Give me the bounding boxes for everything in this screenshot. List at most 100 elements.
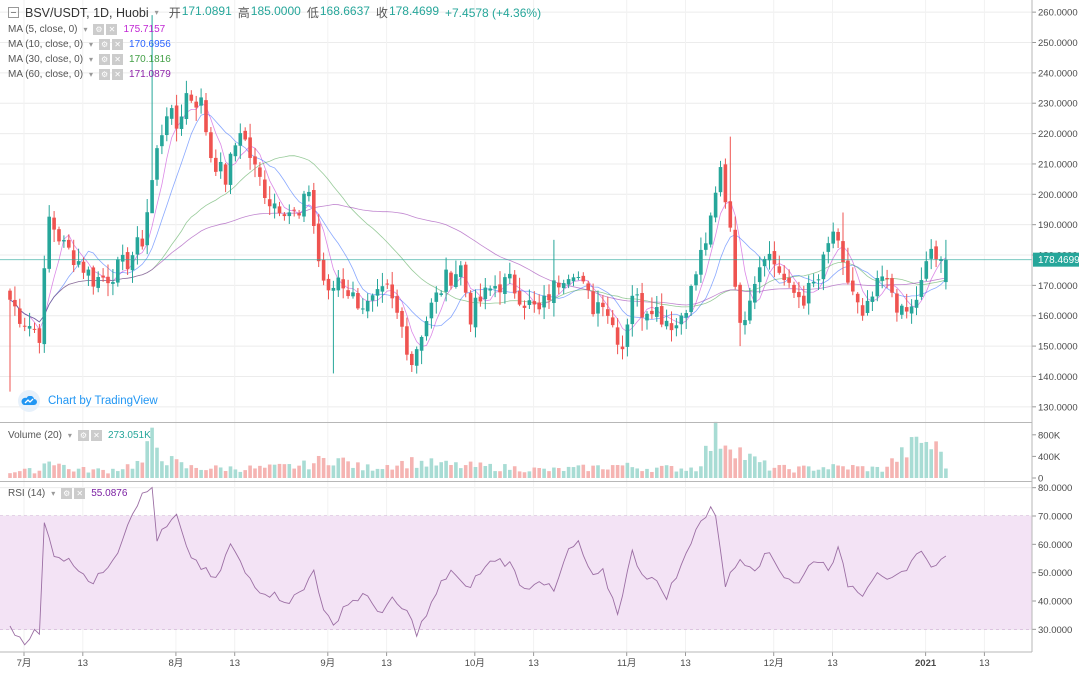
volume-legend[interactable]: Volume (20) ▾ ⚙ ✕ 273.051K bbox=[8, 430, 151, 441]
volume-bar bbox=[895, 461, 899, 478]
volume-label[interactable]: Volume (20) bbox=[8, 430, 62, 441]
settings-icon[interactable]: ⚙ bbox=[99, 69, 111, 80]
candle-body bbox=[81, 261, 86, 273]
candle-body bbox=[713, 192, 718, 218]
candle-body bbox=[655, 307, 659, 317]
rsi-tick-label: 40.0000 bbox=[1038, 597, 1072, 608]
candle-body bbox=[547, 294, 551, 301]
volume-bar bbox=[527, 471, 532, 478]
ma10-legend[interactable]: MA (10, close, 0) ▾ ⚙ ✕ 170.6956 bbox=[8, 39, 171, 50]
time-tick-label: 13 bbox=[229, 658, 240, 669]
volume-bar bbox=[385, 465, 390, 478]
ma60-legend[interactable]: MA (60, close, 0) ▾ ⚙ ✕ 171.0879 bbox=[8, 69, 171, 80]
candle-body bbox=[787, 277, 791, 283]
settings-icon[interactable]: ⚙ bbox=[77, 430, 89, 441]
close-icon[interactable]: ✕ bbox=[112, 39, 124, 50]
candle-body bbox=[841, 241, 845, 262]
chevron-down-icon[interactable]: ▾ bbox=[51, 489, 56, 498]
volume-tick-label: 800K bbox=[1038, 430, 1061, 441]
ma30-legend[interactable]: MA (30, close, 0) ▾ ⚙ ✕ 170.1816 bbox=[8, 54, 171, 65]
chevron-down-icon[interactable]: ▾ bbox=[83, 25, 88, 34]
volume-bar bbox=[880, 471, 884, 478]
volume-bar bbox=[405, 468, 409, 478]
settings-icon[interactable]: ⚙ bbox=[93, 24, 105, 35]
candle-body bbox=[267, 199, 272, 207]
close-icon[interactable]: ✕ bbox=[106, 24, 118, 35]
time-tick-label: 13 bbox=[381, 658, 392, 669]
collapse-legend-button[interactable] bbox=[8, 7, 19, 18]
ma10-label[interactable]: MA (10, close, 0) bbox=[8, 39, 84, 50]
candle-body bbox=[42, 268, 47, 345]
close-icon[interactable]: ✕ bbox=[90, 430, 102, 441]
candle-body bbox=[155, 148, 159, 180]
candle-body bbox=[885, 278, 889, 280]
volume-bar bbox=[214, 465, 218, 478]
volume-bar bbox=[792, 472, 796, 478]
pane-divider-volume[interactable] bbox=[0, 422, 1032, 423]
candle-body bbox=[924, 261, 929, 279]
settings-icon[interactable]: ⚙ bbox=[61, 488, 73, 499]
candle-body bbox=[258, 167, 262, 177]
candle-body bbox=[385, 283, 390, 285]
volume-bar bbox=[76, 468, 81, 478]
candle-body bbox=[356, 292, 360, 309]
candle-body bbox=[243, 130, 247, 140]
candle-body bbox=[282, 214, 287, 217]
volume-bar bbox=[478, 462, 483, 478]
ma30-label[interactable]: MA (30, close, 0) bbox=[8, 54, 84, 65]
ma60-label[interactable]: MA (60, close, 0) bbox=[8, 69, 84, 80]
volume-bar bbox=[826, 469, 831, 478]
candle-body bbox=[106, 276, 110, 284]
candle-body bbox=[410, 353, 414, 366]
volume-histogram bbox=[8, 421, 948, 478]
price-tick-label: 130.0000 bbox=[1038, 402, 1078, 413]
volume-bar bbox=[659, 465, 664, 478]
volume-bar bbox=[71, 471, 76, 478]
candle-body bbox=[846, 260, 850, 283]
close-icon[interactable]: ✕ bbox=[112, 54, 124, 65]
pane-divider-rsi[interactable] bbox=[0, 481, 1032, 482]
candle-body bbox=[532, 301, 537, 305]
ma5-legend[interactable]: MA (5, close, 0) ▾ ⚙ ✕ 175.7157 bbox=[8, 24, 165, 35]
tradingview-branding[interactable]: Chart by TradingView bbox=[18, 390, 158, 412]
symbol-title[interactable]: BSV/USDT, 1D, Huobi bbox=[25, 5, 149, 20]
candle-body bbox=[209, 132, 213, 159]
chevron-down-icon[interactable]: ▾ bbox=[89, 70, 94, 79]
change-value: +7.4578 (+4.36%) bbox=[445, 5, 542, 20]
candlestick-series bbox=[8, 15, 948, 392]
close-icon[interactable]: ✕ bbox=[74, 488, 86, 499]
candle-body bbox=[836, 231, 840, 241]
rsi-legend[interactable]: RSI (14) ▾ ⚙ ✕ 55.0876 bbox=[8, 488, 127, 499]
candle-body bbox=[576, 277, 581, 279]
volume-bar bbox=[733, 458, 737, 478]
volume-bar bbox=[400, 460, 404, 478]
volume-bar bbox=[748, 453, 752, 478]
chevron-down-icon[interactable]: ▾ bbox=[89, 55, 94, 64]
volume-bar bbox=[194, 467, 198, 478]
ma5-label[interactable]: MA (5, close, 0) bbox=[8, 24, 78, 35]
tradingview-label[interactable]: Chart by TradingView bbox=[48, 395, 158, 407]
candle-body bbox=[919, 280, 924, 297]
volume-bar bbox=[429, 458, 434, 478]
candle-body bbox=[797, 292, 801, 298]
settings-icon[interactable]: ⚙ bbox=[99, 39, 111, 50]
close-icon[interactable]: ✕ bbox=[112, 69, 124, 80]
volume-bar bbox=[757, 462, 762, 478]
candle-body bbox=[743, 320, 747, 326]
rsi-polyline bbox=[9, 486, 947, 646]
settings-icon[interactable]: ⚙ bbox=[99, 54, 111, 65]
volume-bar bbox=[346, 461, 350, 478]
candle-body bbox=[596, 302, 600, 314]
close-value: 178.4699 bbox=[388, 4, 439, 18]
rsi-label[interactable]: RSI (14) bbox=[8, 488, 46, 499]
chevron-down-icon[interactable]: ▾ bbox=[89, 40, 94, 49]
candle-body bbox=[365, 300, 370, 312]
time-tick-label: 13 bbox=[979, 658, 990, 669]
chevron-down-icon[interactable]: ▾ bbox=[67, 431, 72, 440]
candle-body bbox=[204, 100, 208, 133]
chevron-down-icon[interactable]: ▾ bbox=[154, 8, 159, 17]
candle-body bbox=[488, 288, 492, 291]
candle-body bbox=[302, 193, 306, 217]
volume-bar bbox=[753, 456, 757, 478]
